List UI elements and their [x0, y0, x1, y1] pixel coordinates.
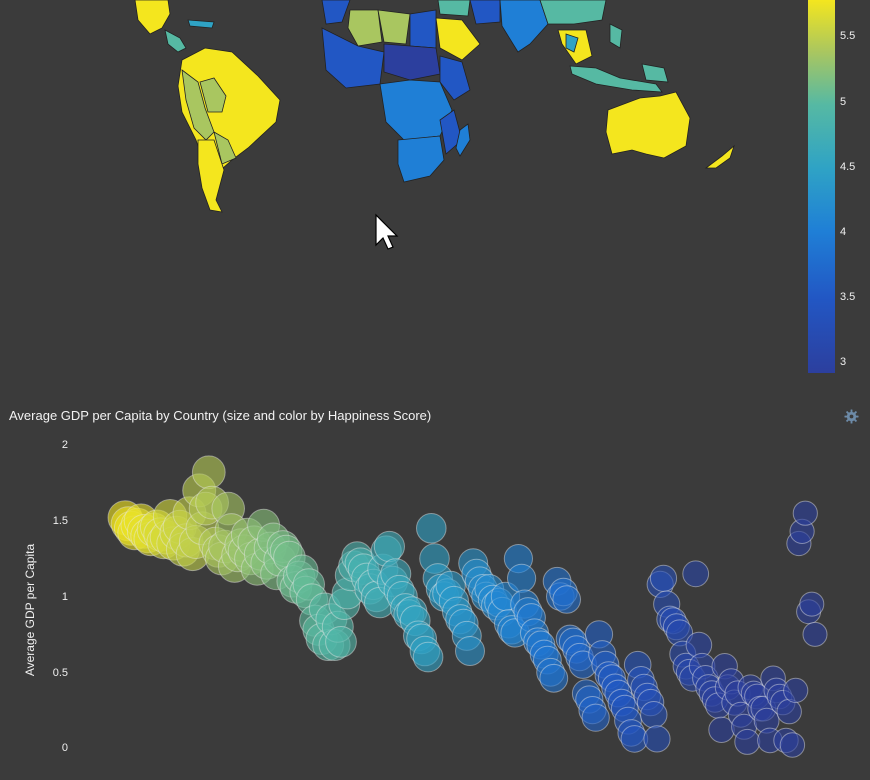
colorbar-tick: 5.5: [840, 30, 856, 42]
map-region-north-africa-west: [347, 9, 383, 47]
scatter-point[interactable]: [783, 677, 809, 703]
map-region-mexico-caribbean: [134, 0, 171, 35]
map-region-new-zealand: [704, 144, 735, 169]
world-happiness-map[interactable]: 5.5 5 4.5 4 3.5 3: [0, 0, 870, 395]
y-tick-label: 2: [61, 439, 68, 451]
scatter-point[interactable]: [373, 530, 405, 563]
map-region-caribbean-islands: [187, 19, 215, 29]
map-region-indonesia: [569, 65, 663, 93]
scatter-point[interactable]: [734, 728, 761, 755]
scatter-point[interactable]: [799, 591, 825, 617]
gdp-scatter-plot[interactable]: [0, 430, 870, 780]
scatter-point[interactable]: [325, 626, 357, 658]
map-region-andes-central: [199, 77, 227, 113]
map-region-greenland-edge: [321, 0, 351, 25]
scatter-point[interactable]: [506, 563, 537, 593]
map-region-central-america: [164, 29, 187, 53]
map-region-southern-cone: [197, 139, 225, 213]
scatter-point[interactable]: [802, 621, 828, 647]
colorbar-tick: 4.5: [840, 161, 856, 173]
scatter-point[interactable]: [412, 641, 444, 673]
scatter-point[interactable]: [792, 500, 818, 526]
map-region-andes-west: [181, 69, 215, 141]
gear-icon[interactable]: [844, 409, 859, 424]
map-region-north-africa-east: [409, 9, 437, 49]
colorbar-tick: 5: [840, 96, 847, 108]
scatter-point[interactable]: [643, 725, 671, 753]
map-region-southern-africa: [397, 135, 445, 183]
colorbar-tick: 3.5: [840, 291, 856, 303]
map-region-indochina: [565, 33, 579, 53]
map-region-east-asia: [539, 0, 607, 25]
map-region-central-asia: [469, 0, 501, 25]
scatter-point[interactable]: [191, 455, 226, 490]
map-region-north-africa-central: [377, 9, 411, 45]
map-region-sahel: [383, 43, 441, 81]
scatter-point[interactable]: [779, 732, 806, 758]
scatter-point[interactable]: [649, 564, 678, 592]
choropleth-map[interactable]: [0, 0, 870, 395]
scatter-point[interactable]: [581, 703, 610, 732]
map-region-middle-east: [437, 0, 471, 17]
map-region-australia: [605, 91, 691, 159]
map-region-philippines: [609, 23, 623, 49]
scatter-point[interactable]: [776, 698, 802, 725]
y-tick-label: 0: [61, 742, 68, 754]
colorbar-tick: 3: [840, 356, 847, 368]
map-region-madagascar: [455, 123, 471, 157]
scatter-point[interactable]: [455, 636, 485, 666]
happiness-colorbar: [808, 0, 835, 373]
scatter-point[interactable]: [682, 560, 710, 588]
map-region-arabia: [435, 17, 481, 61]
map-region-horn-of-africa: [439, 55, 471, 101]
map-region-central-africa: [379, 79, 453, 141]
y-tick-label: 1: [61, 591, 68, 603]
map-region-south-asia: [499, 0, 549, 53]
scatter-point[interactable]: [539, 663, 569, 693]
map-region-png: [641, 63, 669, 83]
y-tick-label: 0.5: [52, 667, 68, 679]
y-tick-label: 1.5: [52, 515, 68, 527]
scatter-point[interactable]: [640, 701, 668, 729]
map-region-andes-south: [213, 131, 237, 165]
scatter-point[interactable]: [552, 585, 582, 614]
colorbar-tick: 4: [840, 226, 847, 238]
cursor-pointer-icon: [375, 213, 399, 250]
scatter-title: Average GDP per Capita by Country (size …: [9, 408, 432, 423]
scatter-point[interactable]: [416, 513, 447, 544]
